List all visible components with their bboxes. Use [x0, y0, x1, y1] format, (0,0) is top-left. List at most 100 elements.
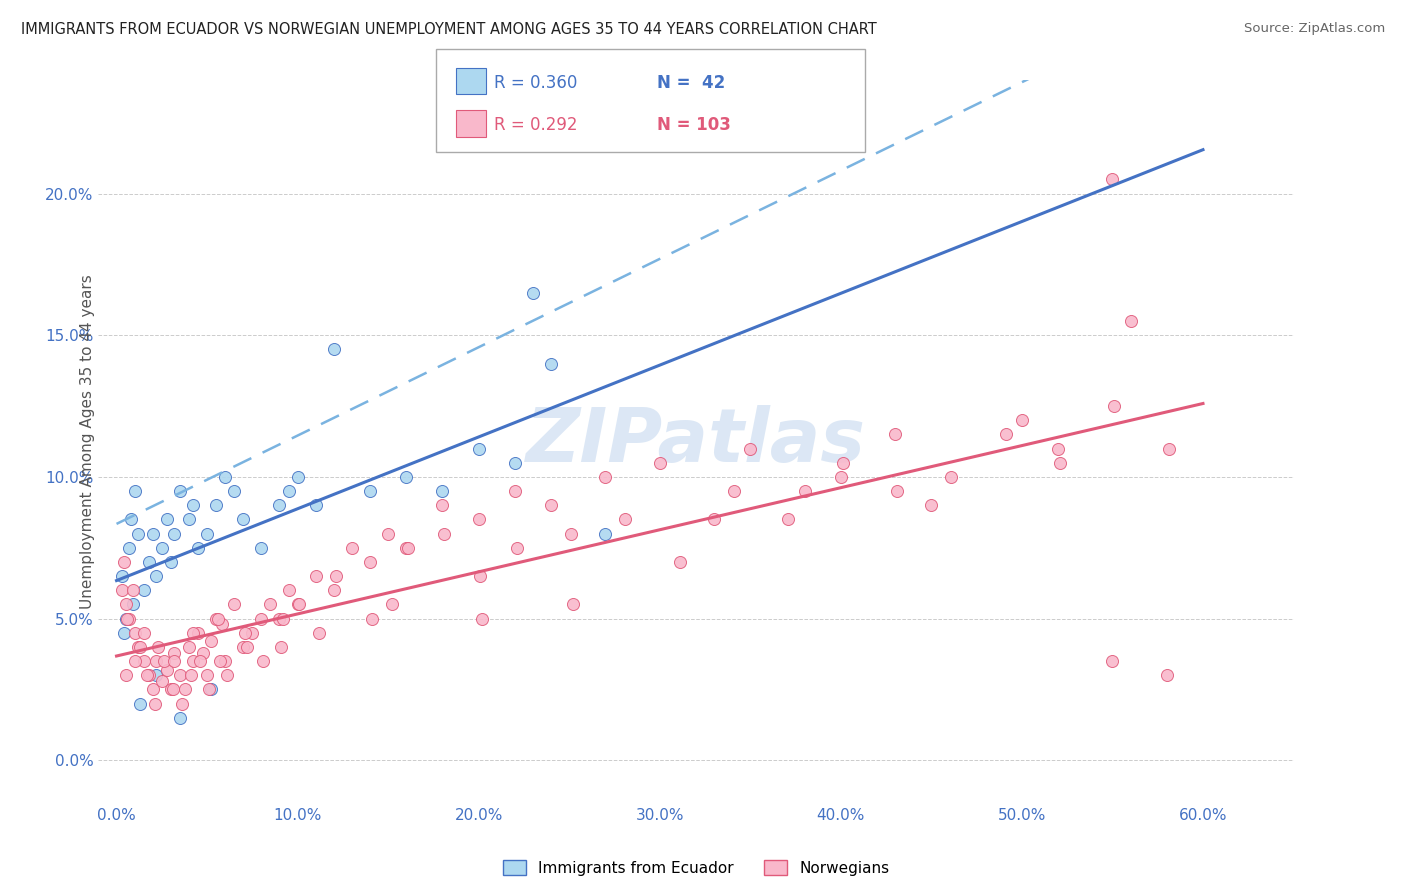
- Point: [200, 634, 222, 648]
- Point: [269, 612, 291, 626]
- Point: [198, 682, 221, 697]
- Point: [150, 673, 173, 688]
- Point: [214, 654, 236, 668]
- Point: [595, 470, 617, 484]
- Point: [240, 625, 263, 640]
- Point: [322, 343, 344, 357]
- Point: [1101, 172, 1123, 186]
- Point: [288, 598, 311, 612]
- Point: [145, 654, 167, 668]
- Point: [160, 682, 183, 697]
- Point: [118, 541, 141, 555]
- Point: [395, 470, 418, 484]
- Point: [187, 541, 209, 555]
- Point: [170, 697, 193, 711]
- Point: [305, 569, 328, 583]
- Point: [360, 612, 382, 626]
- Point: [396, 541, 419, 555]
- Point: [181, 654, 204, 668]
- Point: [540, 357, 562, 371]
- Point: [124, 654, 146, 668]
- Point: [1047, 442, 1070, 456]
- Point: [831, 456, 853, 470]
- Point: [215, 668, 238, 682]
- Y-axis label: Unemployment Among Ages 35 to 44 years: Unemployment Among Ages 35 to 44 years: [80, 274, 94, 609]
- Text: ZIPatlas: ZIPatlas: [526, 405, 866, 478]
- Point: [287, 598, 309, 612]
- Legend: Immigrants from Ecuador, Norwegians: Immigrants from Ecuador, Norwegians: [496, 854, 896, 882]
- Point: [129, 640, 152, 654]
- Point: [277, 484, 299, 499]
- Point: [150, 541, 173, 555]
- Point: [560, 526, 582, 541]
- Text: R = 0.360: R = 0.360: [494, 74, 576, 92]
- Point: [703, 512, 725, 526]
- Point: [180, 668, 202, 682]
- Point: [177, 512, 200, 526]
- Point: [433, 526, 456, 541]
- Point: [277, 583, 299, 598]
- Point: [127, 526, 149, 541]
- Point: [595, 526, 617, 541]
- Point: [132, 625, 155, 640]
- Point: [136, 668, 159, 682]
- Point: [470, 569, 492, 583]
- Point: [1101, 654, 1123, 668]
- Point: [224, 598, 246, 612]
- Point: [432, 498, 454, 512]
- Point: [142, 526, 165, 541]
- Point: [200, 682, 222, 697]
- Point: [884, 427, 907, 442]
- Point: [233, 625, 256, 640]
- Point: [163, 646, 186, 660]
- Point: [359, 555, 381, 569]
- Point: [142, 682, 165, 697]
- Point: [522, 285, 544, 300]
- Point: [271, 612, 294, 626]
- Point: [308, 625, 330, 640]
- Point: [270, 640, 292, 654]
- Point: [124, 484, 146, 499]
- Point: [252, 654, 274, 668]
- Text: IMMIGRANTS FROM ECUADOR VS NORWEGIAN UNEMPLOYMENT AMONG AGES 35 TO 44 YEARS CORR: IMMIGRANTS FROM ECUADOR VS NORWEGIAN UNE…: [21, 22, 877, 37]
- Point: [778, 512, 800, 526]
- Point: [506, 541, 529, 555]
- Point: [432, 484, 454, 499]
- Point: [740, 442, 762, 456]
- Point: [195, 668, 218, 682]
- Point: [112, 555, 135, 569]
- Point: [232, 512, 254, 526]
- Point: [614, 512, 637, 526]
- Point: [160, 555, 183, 569]
- Point: [259, 598, 281, 612]
- Point: [467, 442, 489, 456]
- Point: [208, 654, 231, 668]
- Point: [127, 640, 149, 654]
- Point: [211, 617, 233, 632]
- Point: [187, 625, 209, 640]
- Point: [195, 526, 218, 541]
- Point: [1156, 668, 1178, 682]
- Point: [177, 640, 200, 654]
- Point: [232, 640, 254, 654]
- Point: [114, 612, 136, 626]
- Point: [148, 640, 170, 654]
- Point: [325, 569, 347, 583]
- Point: [503, 484, 526, 499]
- Point: [305, 498, 328, 512]
- Point: [156, 512, 179, 526]
- Point: [169, 484, 191, 499]
- Point: [118, 612, 141, 626]
- Point: [205, 612, 228, 626]
- Point: [117, 612, 139, 626]
- Point: [250, 612, 273, 626]
- Point: [207, 612, 229, 626]
- Point: [163, 654, 186, 668]
- Point: [156, 663, 179, 677]
- Point: [124, 625, 146, 640]
- Point: [269, 498, 291, 512]
- Point: [205, 498, 228, 512]
- Point: [941, 470, 963, 484]
- Point: [994, 427, 1017, 442]
- Point: [1104, 399, 1126, 413]
